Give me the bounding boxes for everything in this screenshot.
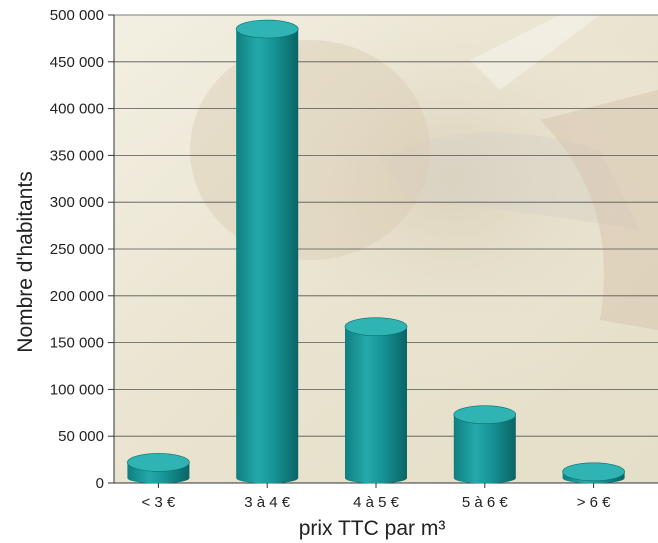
bar-body <box>453 414 516 484</box>
y-tick-label: 0 <box>96 475 104 492</box>
y-tick-label: 200 000 <box>50 288 104 305</box>
bar-top <box>562 462 625 482</box>
y-tick-label: 50 000 <box>58 428 104 445</box>
x-axis-ticks: < 3 € 3 à 4 € 4 à 5 € 5 à 6 € > 6 € <box>142 483 611 511</box>
bar <box>562 462 625 484</box>
x-tick-label: < 3 € <box>142 494 176 511</box>
bar <box>453 405 517 484</box>
bars <box>127 19 625 484</box>
y-axis-label: Nombre d'habitants <box>14 171 37 352</box>
bar-body <box>236 29 299 484</box>
x-tick-label: 4 à 5 € <box>353 494 400 511</box>
bar-top <box>235 19 299 39</box>
bar <box>127 453 190 484</box>
x-tick-label: 5 à 6 € <box>462 494 509 511</box>
y-axis-ticks: 0 50 000 100 000 150 000 200 000 250 000 300 0… <box>50 7 114 492</box>
bar <box>235 19 299 484</box>
bar-top <box>344 317 408 336</box>
y-tick-label: 400 000 <box>50 101 104 118</box>
y-tick-label: 300 000 <box>50 194 104 211</box>
bar-body <box>345 326 407 484</box>
bar-top <box>453 405 517 424</box>
bar-top <box>127 453 190 472</box>
y-tick-label: 150 000 <box>50 335 104 352</box>
x-tick-label: 3 à 4 € <box>244 494 291 511</box>
y-tick-label: 450 000 <box>50 54 104 71</box>
y-tick-label: 500 000 <box>50 7 104 24</box>
x-axis-label: prix TTC par m³ <box>299 517 446 540</box>
y-tick-label: 350 000 <box>50 147 104 164</box>
y-tick-label: 100 000 <box>50 381 104 398</box>
y-tick-label: 250 000 <box>50 241 104 258</box>
x-tick-label: > 6 € <box>577 494 611 511</box>
bar <box>344 317 408 484</box>
